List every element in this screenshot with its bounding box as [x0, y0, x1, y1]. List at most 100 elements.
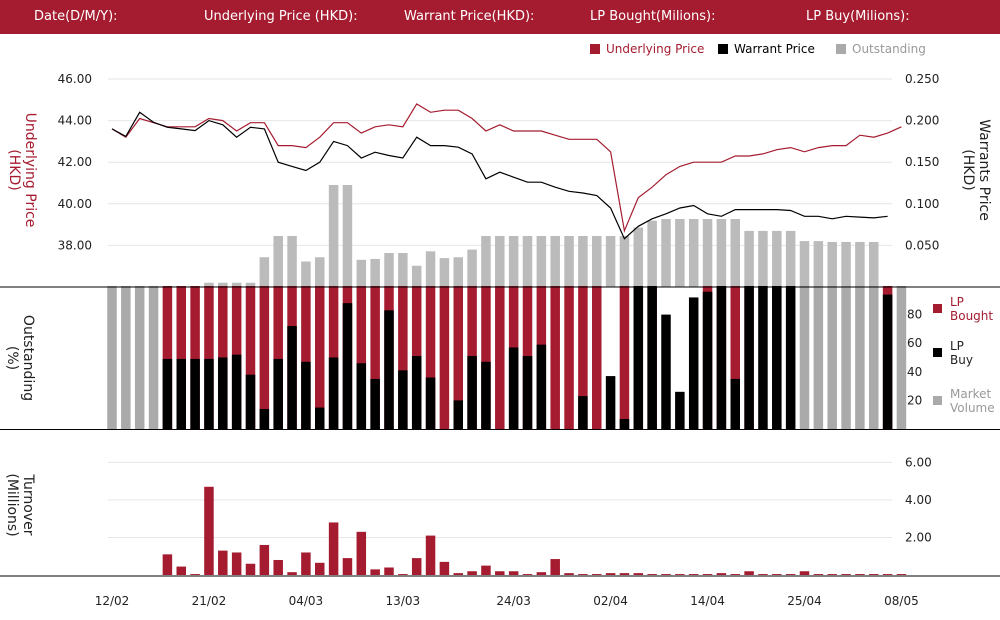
legend-outstanding[interactable]: Outstanding [836, 42, 926, 56]
lp-buy-bar [785, 286, 796, 429]
turnover-bar [370, 569, 380, 575]
lp-bought-bar [481, 286, 491, 429]
outstanding-bar [301, 261, 311, 287]
turnover-bar [231, 552, 242, 575]
lp-buy-bar [688, 297, 699, 429]
axis-labels: 46.00 44.00 42.00 40.00 38.00 0.250 0.200 0.150… [4, 72, 995, 608]
legend-underlying-price[interactable]: Underlying Price [590, 42, 704, 56]
x-tick-label: 13/03 [386, 594, 421, 608]
lp-buy-bar [772, 286, 782, 429]
lp-bought-label: LP Bought(Milions): [590, 9, 716, 24]
legend-mid-label: LP Bought [950, 295, 993, 323]
y-right-tick-label: 0.050 [905, 238, 939, 252]
outstanding-bar [564, 236, 574, 287]
x-tick-label: 25/04 [787, 594, 822, 608]
underlying-price-series [111, 103, 902, 233]
turnover-bar [536, 572, 547, 575]
lp-buy-bar [633, 286, 644, 429]
x-tick-label: 14/04 [690, 594, 725, 608]
legend-mid-swatch-icon [933, 396, 942, 405]
x-tick-label: 24/03 [496, 594, 531, 608]
turnover-bar [342, 558, 353, 575]
turnover-bar [411, 558, 422, 575]
lp-bought-bar [273, 286, 283, 429]
outstanding-percent-bars [107, 286, 907, 429]
y-right-tick-label: 0.150 [905, 155, 939, 169]
lp-buy-bar [370, 378, 380, 429]
turnover-bar [869, 574, 879, 575]
turnover-bar [315, 562, 325, 575]
turnover-bar [508, 571, 519, 575]
y-left-tick-label: 42.00 [58, 155, 92, 169]
turnover-tick-label: 4.00 [905, 493, 932, 507]
turnover-bar [467, 571, 477, 575]
lp-buy-bar [176, 358, 186, 429]
outstanding-axis-title: Outstanding(%) [4, 315, 36, 401]
turnover-bar [398, 574, 408, 575]
right-axis-title: Warrants Price(HKD) [960, 119, 992, 221]
lp-bought-bar [495, 286, 505, 429]
market-volume-bar [896, 286, 907, 429]
outstanding-bar [218, 282, 228, 287]
market-volume-bar [148, 286, 159, 429]
outstanding-tick-label: 20 [907, 393, 922, 407]
outstanding-tick-label: 80 [907, 308, 922, 322]
turnover-tick-label: 2.00 [905, 530, 932, 544]
outstanding-bar [495, 236, 505, 287]
legend-mid-label: Market Volume [950, 387, 995, 415]
lp-buy-bar [605, 376, 616, 429]
top-legend: Underlying Price Warrant Price Outstandi… [0, 42, 1000, 60]
outstanding-bar [772, 230, 782, 287]
turnover-bar [356, 531, 367, 575]
lp-buy-bar [481, 361, 491, 429]
turnover-bar [328, 522, 339, 575]
lp-bought-bar [245, 286, 256, 429]
outstanding-bar [342, 185, 353, 287]
lp-bought-bar [190, 286, 200, 429]
outstanding-bars [204, 185, 879, 287]
turnover-bar [190, 574, 200, 575]
turnover-bar [259, 544, 270, 575]
outstanding-bar [869, 241, 879, 287]
lp-bought-bar [564, 286, 574, 429]
y-left-tick-label: 46.00 [58, 72, 92, 86]
x-tick-label: 21/02 [192, 594, 227, 608]
lp-buy-bar [356, 363, 367, 429]
turnover-bar [218, 550, 228, 575]
turnover-bar [481, 565, 491, 575]
outstanding-bar [259, 257, 270, 287]
lp-buy-bar [453, 400, 463, 429]
legend-mid-swatch-icon [933, 304, 942, 313]
lp-bought-bar [356, 286, 367, 429]
outstanding-bar [245, 282, 256, 287]
outstanding-bar [675, 219, 685, 287]
lp-buy-bar [411, 356, 422, 429]
outstanding-bar [231, 282, 242, 287]
turnover-tick-label: 6.00 [905, 455, 932, 469]
lp-buy-bar [647, 286, 657, 429]
lp-buy-bar [508, 347, 519, 429]
outstanding-bar [592, 236, 602, 287]
legend-mid-label: LP Buy [950, 339, 973, 367]
turnover-bar [287, 572, 297, 575]
legend-warrant-price[interactable]: Warrant Price [718, 42, 815, 56]
lp-bought-bar [439, 286, 450, 429]
turnover-bar [301, 552, 311, 575]
underlying-swatch-icon [590, 44, 600, 54]
left-axis-title: Underlying Price(HKD) [6, 113, 38, 228]
outstanding-bar [425, 251, 436, 287]
y-right-tick-label: 0.250 [905, 72, 939, 86]
turnover-bar [716, 573, 727, 575]
market-volume-bar [107, 286, 117, 429]
turnover-bar [162, 554, 173, 575]
outstanding-bar [799, 241, 810, 287]
outstanding-tick-label: 40 [907, 365, 922, 379]
lp-buy-bar [536, 344, 547, 429]
outstanding-bar [467, 249, 477, 287]
turnover-bars [162, 486, 907, 575]
lp-bought-bar [550, 286, 560, 429]
outstanding-bar [356, 259, 367, 287]
lp-buy-bar [398, 370, 408, 429]
outstanding-bar [508, 236, 519, 287]
outstanding-bar [716, 219, 727, 287]
